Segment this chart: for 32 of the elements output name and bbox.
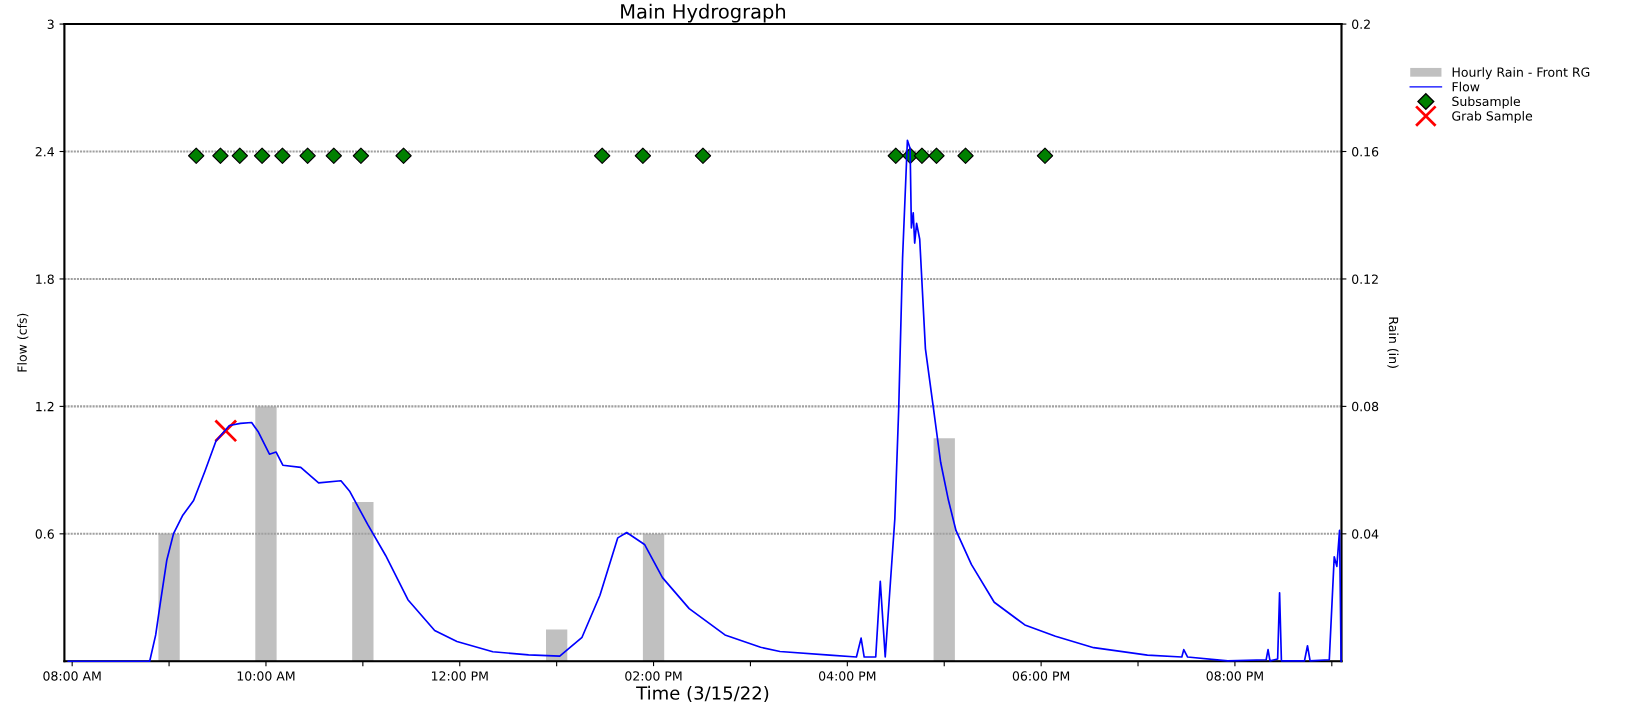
x-axis-title: Time (3/15/22) — [636, 685, 769, 702]
x-tick-label: 02:00 PM — [625, 671, 682, 681]
y2-tick-label: 0.12 — [1352, 274, 1378, 284]
y-tick-label: 0.6 — [35, 529, 54, 539]
x-tick-label: 06:00 PM — [1012, 671, 1070, 681]
bar — [545, 629, 568, 662]
y2-tick-label: 0.16 — [1352, 146, 1379, 157]
bar — [158, 533, 180, 662]
y-tick-label: 3 — [47, 19, 54, 29]
line-series — [67, 139, 1342, 663]
legend-label: Hourly Rain - Front RG — [1452, 67, 1590, 80]
y2-axis-title: Rain (in) — [1387, 317, 1399, 368]
legend-label: Grab Sample — [1452, 110, 1533, 124]
bar — [255, 406, 277, 662]
x-tick-label: 12:00 PM — [431, 671, 488, 681]
bar — [933, 438, 955, 662]
legend-label: Flow — [1452, 81, 1480, 92]
y-tick-label: 2.4 — [35, 146, 54, 157]
x-tick-label: 10:00 AM — [237, 671, 295, 681]
bar — [642, 533, 665, 662]
x-tick-label: 08:00 AM — [43, 671, 101, 681]
bar — [352, 501, 374, 662]
x-tick-label: 04:00 PM — [819, 671, 876, 681]
y2-tick-label: 0.08 — [1352, 401, 1379, 412]
y-tick-label: 1.8 — [36, 274, 54, 284]
chart-title: Main Hydrograph — [621, 3, 786, 23]
y-axis-title: Flow (cfs) — [17, 313, 29, 372]
legend-label: Subsample — [1452, 96, 1521, 109]
y2-tick-label: 0.04 — [1352, 529, 1379, 539]
y-tick-label: 1.2 — [36, 401, 54, 412]
y2-tick-label: 0.2 — [1352, 19, 1370, 29]
x-tick-label: 08:00 PM — [1206, 671, 1263, 681]
